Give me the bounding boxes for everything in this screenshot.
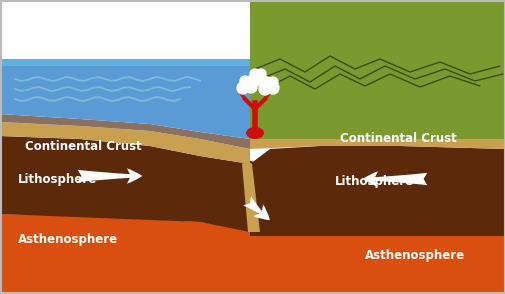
Polygon shape [239, 159, 270, 232]
Circle shape [245, 76, 256, 86]
Text: Lithosphere: Lithosphere [18, 173, 97, 186]
Circle shape [262, 78, 275, 92]
Polygon shape [241, 159, 260, 232]
Circle shape [249, 70, 264, 84]
Circle shape [239, 76, 249, 86]
Polygon shape [0, 64, 249, 139]
Polygon shape [249, 64, 505, 139]
Circle shape [259, 83, 271, 95]
Text: Asthenosphere: Asthenosphere [18, 233, 118, 245]
Polygon shape [0, 59, 249, 66]
Polygon shape [0, 122, 249, 164]
Circle shape [255, 74, 267, 86]
Circle shape [236, 82, 248, 94]
Circle shape [239, 77, 254, 91]
Circle shape [267, 82, 278, 94]
Text: Asthenosphere: Asthenosphere [364, 250, 464, 263]
Polygon shape [0, 136, 249, 232]
Polygon shape [0, 114, 249, 149]
Polygon shape [0, 214, 505, 294]
Circle shape [268, 77, 277, 87]
Text: Continental Crust: Continental Crust [339, 131, 456, 144]
Circle shape [249, 69, 260, 79]
Circle shape [244, 81, 257, 93]
Ellipse shape [245, 127, 264, 139]
Text: Lithosphere: Lithosphere [334, 176, 413, 188]
Circle shape [246, 75, 259, 87]
Circle shape [262, 77, 272, 87]
Polygon shape [249, 129, 505, 149]
Circle shape [256, 69, 266, 79]
Polygon shape [249, 146, 505, 236]
Text: Continental Crust: Continental Crust [25, 139, 141, 153]
Polygon shape [249, 0, 505, 139]
